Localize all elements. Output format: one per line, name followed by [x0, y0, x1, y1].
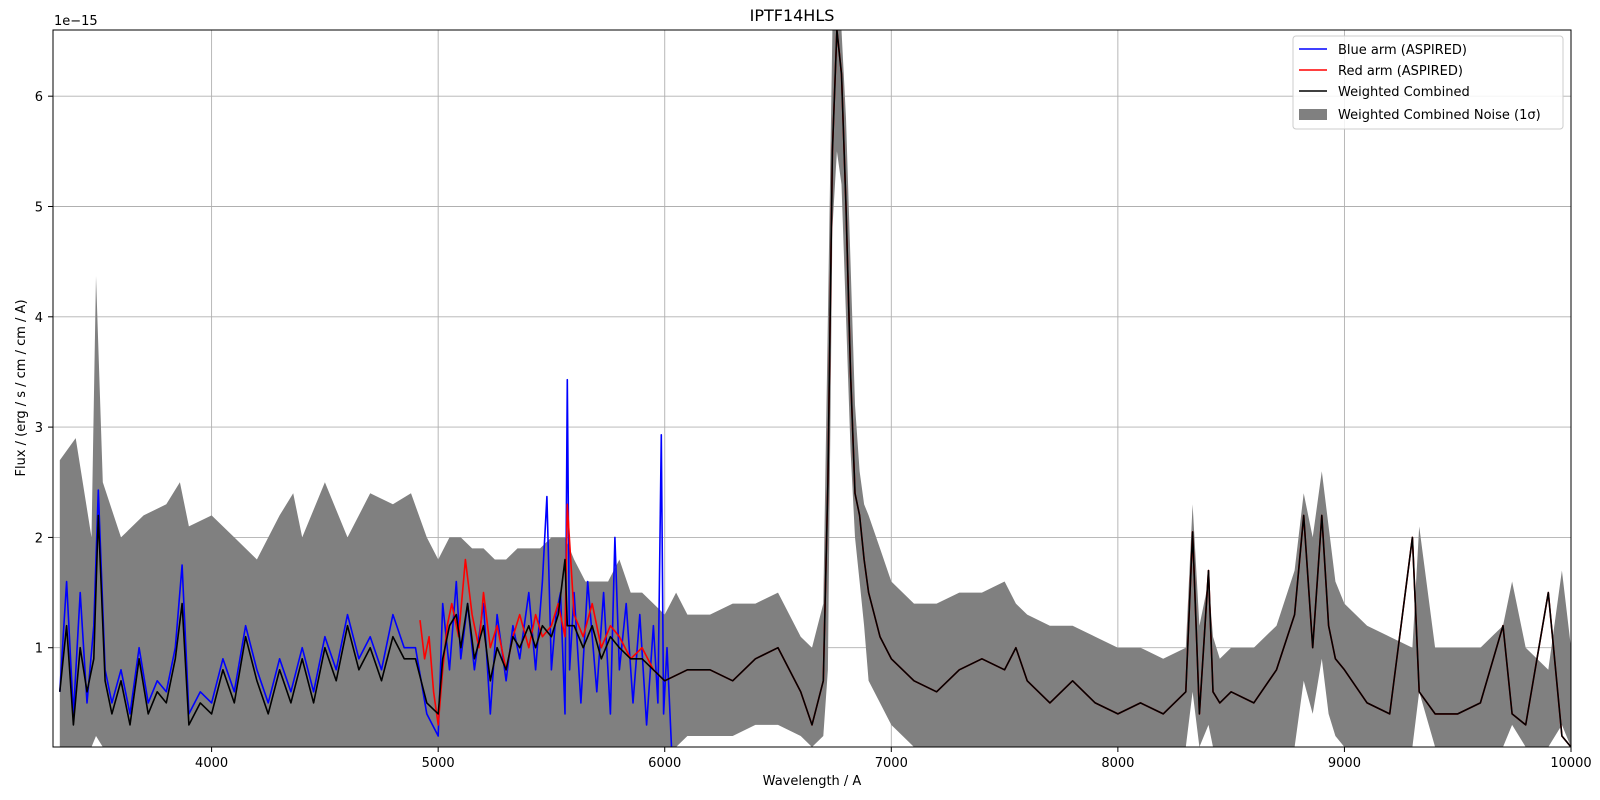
- x-tick-label: 7000: [875, 756, 908, 771]
- legend-label: Red arm (ASPIRED): [1338, 64, 1463, 79]
- x-tick-label: 6000: [648, 756, 681, 771]
- legend: Blue arm (ASPIRED) Red arm (ASPIRED) Weigh…: [1292, 35, 1564, 130]
- y-tick-label: 3: [35, 421, 43, 436]
- y-axis-label: Flux / (erg / s / cm / cm / A): [14, 299, 29, 476]
- legend-swatch: [1299, 109, 1327, 120]
- x-tick-label: 9000: [1328, 756, 1361, 771]
- legend-label: Weighted Combined Noise (1σ): [1338, 108, 1541, 123]
- chart-title: IPTF14HLS: [750, 6, 835, 25]
- y-tick-label: 6: [35, 90, 43, 105]
- y-axis: 1 2 3 4 5 6: [35, 90, 53, 657]
- x-tick-label: 4000: [195, 756, 228, 771]
- y-offset-label: 1e−15: [54, 14, 98, 29]
- x-axis-label: Wavelength / A: [763, 774, 862, 789]
- legend-box: [1292, 35, 1564, 130]
- y-tick-label: 2: [35, 531, 43, 546]
- weighted-combined-line: [59, 30, 1571, 747]
- plot-frame: [52, 29, 1572, 748]
- blue-arm-line: [59, 378, 673, 747]
- y-tick-label: 5: [35, 200, 43, 215]
- plot-area: [59, 30, 1571, 747]
- legend-label: Weighted Combined: [1338, 85, 1470, 100]
- y-tick-label: 4: [35, 311, 43, 326]
- x-tick-label: 5000: [422, 756, 455, 771]
- x-tick-label: 8000: [1101, 756, 1134, 771]
- x-tick-label: 10000: [1550, 756, 1591, 771]
- legend-label: Blue arm (ASPIRED): [1338, 43, 1467, 58]
- y-tick-label: 1: [35, 642, 43, 657]
- x-axis: 4000 5000 6000 7000 8000 9000 10000: [195, 747, 1592, 771]
